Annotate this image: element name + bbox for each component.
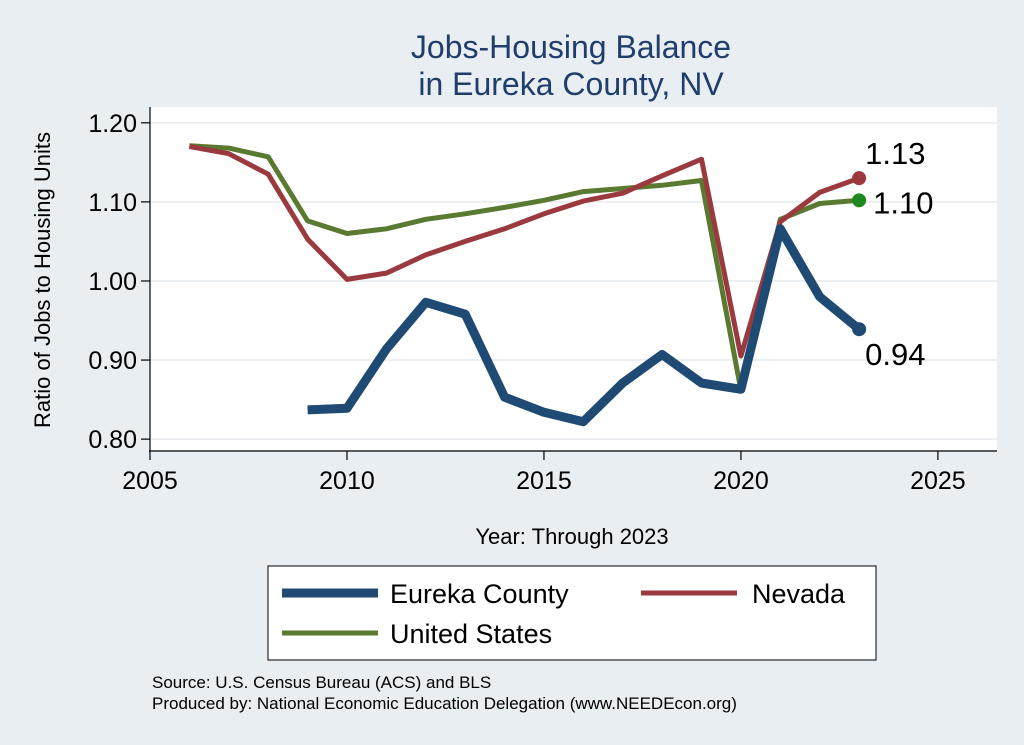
x-tick-label: 2025 xyxy=(910,467,966,495)
y-axis-label: Ratio of Jobs to Housing Units xyxy=(30,132,55,428)
series-line-eureka-county xyxy=(307,224,862,427)
x-tick-label: 2015 xyxy=(516,467,572,495)
y-tick-label: 1.10 xyxy=(88,189,137,217)
legend-label-eureka-county: Eureka County xyxy=(390,579,569,609)
end-label-eureka-county: 0.94 xyxy=(865,337,925,372)
series-line-nevada xyxy=(188,144,860,359)
legend-box xyxy=(267,565,877,661)
y-tick-label: 0.80 xyxy=(88,426,137,454)
legend-label-united-states: United States xyxy=(390,619,552,649)
x-tick-label: 2010 xyxy=(319,467,375,495)
end-label-united-states: 1.10 xyxy=(873,185,933,220)
end-marker-nevada xyxy=(852,171,867,186)
y-tick-label: 0.90 xyxy=(88,347,137,375)
x-ticks: 2005 2010 2015 2020 2025 xyxy=(122,451,966,495)
chart-title-line-1: Jobs-Housing Balance xyxy=(411,29,731,65)
end-labels: 1.10 1.13 0.94 xyxy=(865,136,933,372)
y-ticks: 0.80 0.90 1.00 1.10 1.20 xyxy=(88,110,150,454)
source-line-1: Source: U.S. Census Bureau (ACS) and BLS xyxy=(152,673,491,692)
chart-title-line-2: in Eureka County, NV xyxy=(418,66,724,102)
x-axis-label: Year: Through 2023 xyxy=(475,524,668,549)
y-tick-label: 1.20 xyxy=(88,110,137,138)
end-marker-united-states xyxy=(852,193,867,208)
y-tick-label: 1.00 xyxy=(88,268,137,296)
legend-label-nevada: Nevada xyxy=(752,579,846,609)
end-label-nevada: 1.13 xyxy=(865,136,925,171)
x-tick-label: 2020 xyxy=(713,467,769,495)
source-line-2: Produced by: National Economic Education… xyxy=(152,694,737,713)
plot-area xyxy=(150,107,997,450)
x-tick-label: 2005 xyxy=(122,467,178,495)
series-lines xyxy=(188,143,867,427)
end-marker-eureka-county xyxy=(852,322,867,337)
